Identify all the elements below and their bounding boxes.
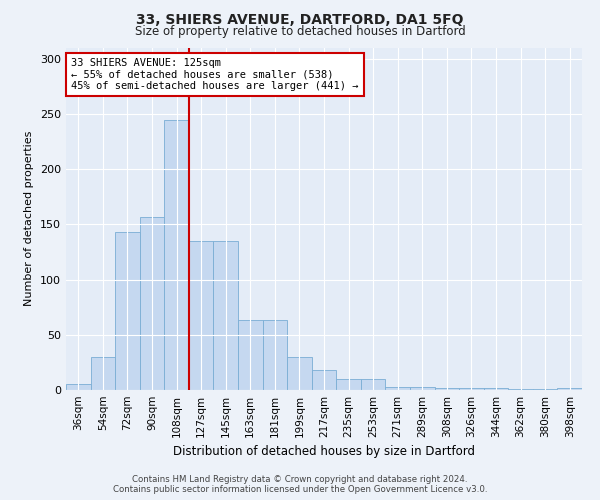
X-axis label: Distribution of detached houses by size in Dartford: Distribution of detached houses by size … bbox=[173, 446, 475, 458]
Bar bbox=[91, 357, 115, 390]
Bar bbox=[263, 320, 287, 390]
Bar bbox=[312, 370, 336, 390]
Bar bbox=[214, 241, 238, 390]
Bar bbox=[336, 379, 361, 390]
Bar bbox=[287, 357, 312, 390]
Bar bbox=[533, 389, 557, 390]
Text: 33 SHIERS AVENUE: 125sqm
← 55% of detached houses are smaller (538)
45% of semi-: 33 SHIERS AVENUE: 125sqm ← 55% of detach… bbox=[71, 58, 359, 91]
Bar bbox=[361, 379, 385, 390]
Bar bbox=[385, 386, 410, 390]
Bar bbox=[189, 241, 214, 390]
Text: Contains HM Land Registry data © Crown copyright and database right 2024.
Contai: Contains HM Land Registry data © Crown c… bbox=[113, 474, 487, 494]
Bar bbox=[484, 388, 508, 390]
Bar bbox=[459, 388, 484, 390]
Bar bbox=[434, 388, 459, 390]
Bar bbox=[508, 389, 533, 390]
Bar bbox=[115, 232, 140, 390]
Text: 33, SHIERS AVENUE, DARTFORD, DA1 5FQ: 33, SHIERS AVENUE, DARTFORD, DA1 5FQ bbox=[136, 12, 464, 26]
Bar bbox=[140, 216, 164, 390]
Y-axis label: Number of detached properties: Number of detached properties bbox=[25, 131, 34, 306]
Bar bbox=[238, 320, 263, 390]
Bar bbox=[164, 120, 189, 390]
Text: Size of property relative to detached houses in Dartford: Size of property relative to detached ho… bbox=[134, 25, 466, 38]
Bar bbox=[410, 386, 434, 390]
Bar bbox=[66, 384, 91, 390]
Bar bbox=[557, 388, 582, 390]
